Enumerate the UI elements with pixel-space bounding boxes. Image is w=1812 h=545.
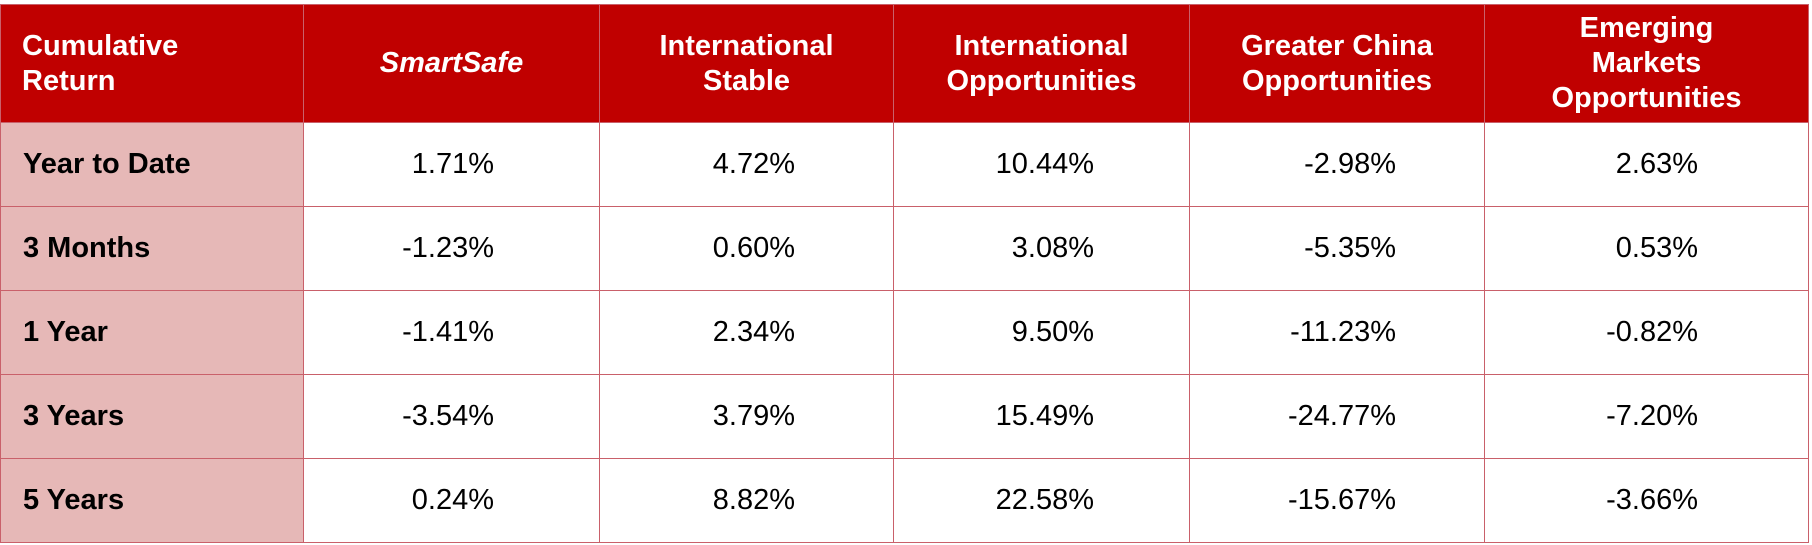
header-cell: Emerging Markets Opportunities [1484,4,1809,123]
table-row: Year to Date 1.71% 4.72% 10.44% -2.98% 2.63% [0,122,1809,207]
header-cell: SmartSafe [303,4,600,123]
header-cell: Cumulative Return [0,4,304,123]
value-cell: 22.58% [893,458,1190,543]
header-text: International Stable [659,29,834,97]
header-text: Greater China Opportunities [1241,29,1433,97]
value-cell: -7.20% [1484,374,1809,459]
value-cell: -0.82% [1484,290,1809,375]
header-cell: International Stable [599,4,894,123]
table-row: 5 Years 0.24% 8.82% 22.58% -15.67% -3.66% [0,458,1809,543]
value-cell: -3.66% [1484,458,1809,543]
value-cell: -1.41% [303,290,600,375]
header-cell: International Opportunities [893,4,1190,123]
header-text: SmartSafe [379,47,524,79]
row-label: 3 Months [0,206,304,291]
value-cell: -11.23% [1189,290,1485,375]
header-text: International Opportunities [946,29,1137,97]
value-cell: -2.98% [1189,122,1485,207]
row-label: Year to Date [0,122,304,207]
header-text: Cumulative Return [22,29,179,97]
table-row: 3 Years -3.54% 3.79% 15.49% -24.77% -7.20% [0,374,1809,459]
value-cell: -1.23% [303,206,600,291]
value-cell: 3.79% [599,374,894,459]
row-label: 1 Year [0,290,304,375]
row-label: 3 Years [0,374,304,459]
header-text: Emerging Markets Opportunities [1551,12,1742,114]
value-cell: 2.63% [1484,122,1809,207]
table-row: 1 Year -1.41% 2.34% 9.50% -11.23% -0.82% [0,290,1809,375]
header-row: Cumulative Return SmartSafe International … [0,4,1809,123]
value-cell: -24.77% [1189,374,1485,459]
value-cell: 8.82% [599,458,894,543]
value-cell: -3.54% [303,374,600,459]
returns-table: Cumulative Return SmartSafe International … [0,4,1809,543]
value-cell: 0.60% [599,206,894,291]
value-cell: 1.71% [303,122,600,207]
row-label: 5 Years [0,458,304,543]
table-row: 3 Months -1.23% 0.60% 3.08% -5.35% 0.53% [0,206,1809,291]
table-body: Year to Date 1.71% 4.72% 10.44% -2.98% 2.63% 3… [0,122,1809,543]
value-cell: 0.24% [303,458,600,543]
value-cell: 0.53% [1484,206,1809,291]
value-cell: -15.67% [1189,458,1485,543]
value-cell: 15.49% [893,374,1190,459]
header-cell: Greater China Opportunities [1189,4,1485,123]
value-cell: 4.72% [599,122,894,207]
value-cell: 10.44% [893,122,1190,207]
value-cell: 9.50% [893,290,1190,375]
value-cell: 2.34% [599,290,894,375]
value-cell: -5.35% [1189,206,1485,291]
value-cell: 3.08% [893,206,1190,291]
